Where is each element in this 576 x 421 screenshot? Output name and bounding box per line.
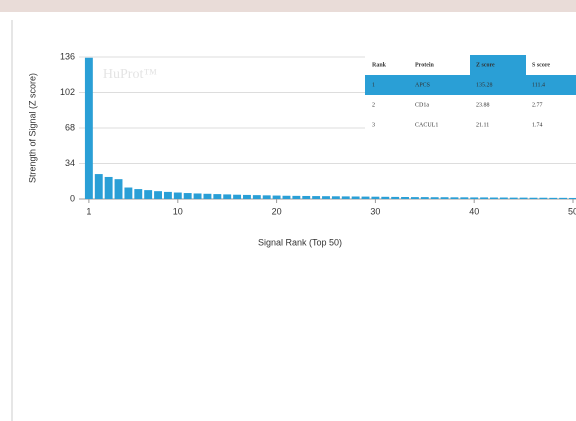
bar	[312, 196, 321, 199]
bar	[134, 189, 143, 199]
bar	[509, 197, 518, 199]
bar	[460, 197, 469, 199]
x-axis-label: Signal Rank (Top 50)	[258, 237, 342, 247]
bar	[480, 197, 489, 199]
bar	[391, 196, 400, 199]
x-tick-label: 20	[272, 206, 282, 216]
bar	[252, 195, 261, 199]
bar	[163, 191, 172, 199]
bar	[440, 197, 449, 199]
bar	[272, 195, 281, 199]
bar	[351, 196, 360, 199]
y-tick-label: 102	[60, 87, 75, 97]
y-axis-label: Strength of Signal (Z score)	[27, 73, 37, 183]
bar	[559, 197, 568, 199]
bar	[410, 197, 419, 199]
bar	[519, 197, 528, 199]
bar	[539, 197, 548, 199]
bar	[213, 194, 222, 199]
bar	[173, 192, 182, 199]
bar	[490, 197, 498, 199]
bar	[114, 179, 123, 199]
table-cell: 135.28	[476, 82, 493, 88]
bar	[302, 195, 311, 199]
table-cell: 1	[372, 82, 375, 88]
watermark: HuProt™	[103, 67, 157, 82]
table-cell: 111.4	[532, 82, 545, 88]
table-cell: 2.77	[532, 102, 543, 108]
bar	[430, 197, 439, 199]
bar	[341, 196, 350, 199]
bar	[223, 194, 232, 199]
y-tick-label: 136	[60, 51, 75, 61]
table-header: Protein	[415, 62, 435, 68]
bar	[144, 190, 153, 199]
bar	[292, 195, 301, 199]
y-tick-label: 68	[65, 122, 75, 132]
table-cell: 1.74	[532, 122, 543, 128]
bar	[203, 193, 212, 199]
bar	[420, 197, 429, 199]
table-cell: CACUL1	[415, 122, 438, 128]
row-highlight	[365, 75, 576, 95]
bar	[381, 196, 390, 199]
bar	[470, 197, 479, 199]
bar	[94, 174, 103, 199]
table-cell: APCS	[415, 82, 430, 88]
x-tick-label: 40	[469, 206, 479, 216]
table-cell: CD1a	[415, 102, 429, 108]
table-header: Z score	[476, 62, 495, 68]
bar	[154, 191, 162, 199]
y-tick-label: 34	[65, 158, 75, 168]
bar	[331, 196, 340, 199]
bar	[104, 176, 113, 199]
bar	[262, 195, 271, 199]
bar	[569, 197, 576, 199]
x-tick-label: 10	[173, 206, 183, 216]
header-highlight	[470, 55, 526, 75]
bar	[183, 193, 192, 199]
top-strip	[0, 0, 576, 12]
table-cell: 3	[372, 122, 375, 128]
bar	[282, 195, 291, 199]
bar	[401, 197, 409, 199]
bar	[233, 194, 242, 199]
bar	[361, 196, 370, 199]
table-header: S score	[532, 62, 550, 68]
bar	[371, 196, 380, 199]
bar	[193, 193, 202, 199]
bar	[450, 197, 459, 199]
table-cell: 2	[372, 102, 375, 108]
bar	[84, 57, 93, 199]
bar	[499, 197, 508, 199]
bar	[529, 197, 538, 199]
table-cell: 21.11	[476, 122, 489, 128]
table-header: Rank	[372, 62, 387, 68]
bar	[124, 187, 133, 199]
table-cell: 23.88	[476, 102, 490, 108]
x-tick-label: 50	[568, 206, 576, 216]
x-tick-label: 1	[86, 206, 91, 216]
bar	[322, 196, 330, 199]
y-tick-label: 0	[70, 193, 75, 203]
x-tick-label: 30	[370, 206, 380, 216]
bar	[243, 194, 251, 199]
bar	[549, 197, 558, 199]
